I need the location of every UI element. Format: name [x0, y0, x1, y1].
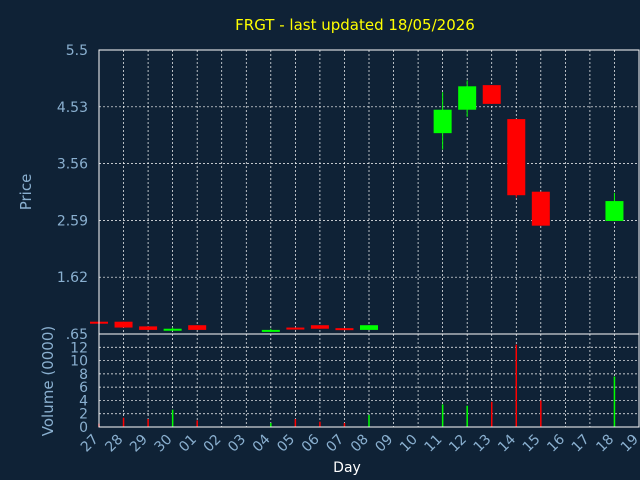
- x-tick-label: 07: [323, 432, 347, 456]
- x-tick-label: 18: [593, 432, 617, 456]
- volume-bar: [343, 423, 346, 427]
- x-tick-label: 10: [397, 432, 421, 456]
- x-tick-label: 29: [127, 432, 151, 456]
- price-y-tick: 2.59: [57, 213, 88, 229]
- candle-body: [458, 86, 477, 110]
- volume-y-tick: 10: [70, 354, 88, 370]
- x-tick-label: 05: [274, 432, 298, 456]
- volume-bar: [147, 419, 149, 427]
- volume-y-tick: 2: [79, 407, 88, 423]
- x-tick-label: 03: [225, 432, 249, 456]
- candle-body: [360, 325, 378, 330]
- candle-body: [482, 85, 501, 104]
- x-tick-label: 08: [348, 432, 372, 456]
- volume-grid: [98, 334, 640, 428]
- x-tick-label: 17: [569, 432, 593, 456]
- x-tick-label: 12: [446, 432, 470, 456]
- x-tick-label: 09: [372, 432, 396, 456]
- volume-bar: [294, 419, 297, 427]
- x-tick-label: 04: [250, 431, 274, 455]
- volume-y-tick: 12: [70, 340, 88, 356]
- volume-bar: [270, 423, 272, 427]
- volume-axis-label: Volume (0000): [39, 326, 57, 436]
- volume-bars: [98, 344, 616, 427]
- candle-body: [335, 328, 354, 331]
- price-y-tick: 3.56: [57, 157, 88, 173]
- x-tick-label: 15: [520, 432, 544, 456]
- x-tick-label: 13: [471, 432, 495, 456]
- volume-bar: [122, 417, 125, 427]
- x-tick-label: 28: [102, 432, 126, 456]
- price-axis-label: Price: [17, 174, 35, 211]
- candle-body: [139, 326, 158, 330]
- x-tick-label: 06: [299, 431, 323, 455]
- chart-title: FRGT - last updated 18/05/2026: [235, 16, 475, 34]
- volume-bar: [466, 405, 468, 427]
- x-tick-label: 11: [422, 432, 446, 456]
- volume-y-tick: 4: [79, 393, 88, 409]
- volume-bar: [171, 409, 174, 427]
- candle-body: [507, 119, 526, 196]
- x-tick-label: 16: [544, 431, 568, 455]
- candle-body: [286, 327, 305, 330]
- x-tick-label: 01: [176, 432, 200, 456]
- volume-y-tick: 6: [79, 380, 88, 396]
- candles: [90, 80, 624, 332]
- price-y-tick: 5.5: [66, 43, 88, 59]
- price-y-tick: 1.62: [57, 270, 88, 286]
- volume-bar: [196, 420, 198, 427]
- volume-bar: [490, 401, 493, 427]
- volume-bar: [441, 404, 444, 427]
- x-tick-label: 14: [495, 431, 519, 455]
- volume-bar: [515, 344, 518, 427]
- x-tick-label: 02: [201, 432, 225, 456]
- volume-bar: [368, 415, 370, 427]
- price-y-tick: .65: [66, 327, 88, 343]
- volume-plot-frame: [98, 333, 640, 428]
- candle-body: [188, 325, 207, 330]
- candle-body: [531, 191, 550, 226]
- candle-body: [310, 325, 329, 329]
- x-tick-label: 30: [152, 432, 176, 456]
- volume-bar: [540, 400, 542, 427]
- candle-body: [114, 321, 133, 328]
- price-grid: [98, 49, 640, 335]
- volume-bar: [613, 376, 616, 427]
- price-y-tick: 4.53: [57, 100, 88, 116]
- candle-body: [605, 201, 624, 221]
- volume-bar: [319, 421, 321, 427]
- price-y-ticks: 5.5 4.53 3.56 2.59 1.62 .65: [57, 43, 88, 343]
- volume-y-tick: 0: [79, 420, 88, 436]
- candle-body: [261, 329, 280, 332]
- volume-y-tick: 8: [79, 367, 88, 383]
- candle-body: [433, 109, 452, 134]
- day-ticks: 27 28 29 30 01 02 03 04 05 06 07 08 09 10 11 12 13 14 15 16…: [78, 431, 640, 455]
- x-axis-label: Day: [333, 460, 361, 476]
- candle-body: [163, 328, 182, 331]
- x-tick-label: 19: [618, 432, 640, 456]
